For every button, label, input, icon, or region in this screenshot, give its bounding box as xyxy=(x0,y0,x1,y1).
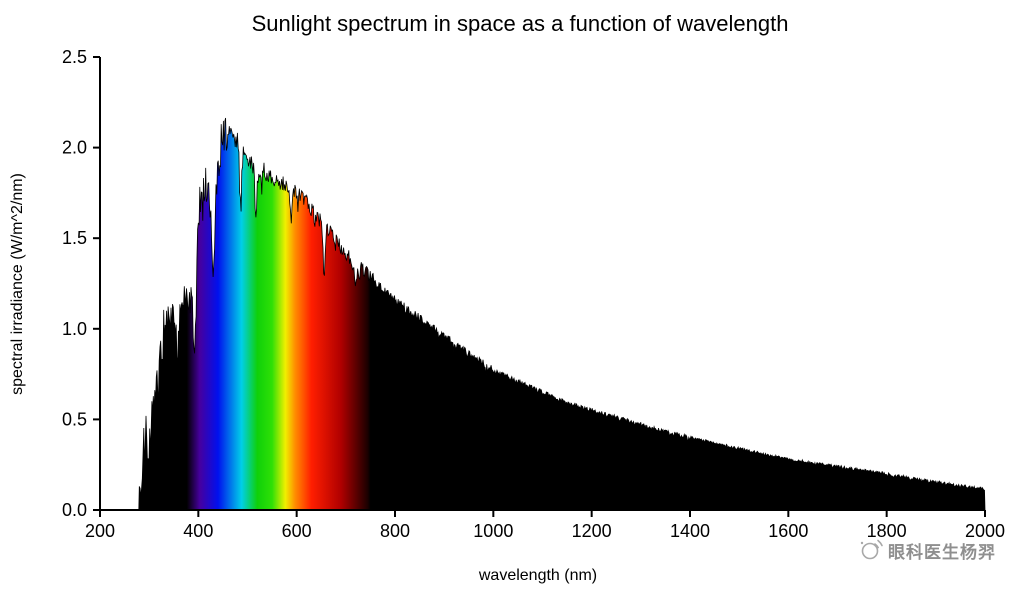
x-tick-label: 1800 xyxy=(867,521,907,541)
x-tick-label: 1200 xyxy=(572,521,612,541)
y-tick-label: 1.5 xyxy=(62,228,87,248)
y-tick-label: 0.0 xyxy=(62,500,87,520)
x-axis-label: wavelength (nm) xyxy=(478,567,597,584)
x-tick-label: 1600 xyxy=(768,521,808,541)
x-tick-label: 200 xyxy=(85,521,115,541)
y-tick-label: 0.5 xyxy=(62,409,87,429)
spectrum-area-series xyxy=(138,117,986,511)
x-tick-label: 1000 xyxy=(473,521,513,541)
x-tick-label: 400 xyxy=(183,521,213,541)
y-tick-label: 2.0 xyxy=(62,138,87,158)
y-tick-label: 2.5 xyxy=(62,47,87,67)
x-tick-label: 600 xyxy=(282,521,312,541)
y-axis-label: spectral irradiance (W/m^2/nm) xyxy=(9,173,26,395)
x-tick-label: 800 xyxy=(380,521,410,541)
chart-title: Sunlight spectrum in space as a function… xyxy=(252,11,789,36)
x-tick-label: 2000 xyxy=(965,521,1005,541)
watermark-logo-icon xyxy=(860,539,883,560)
y-tick-label: 1.0 xyxy=(62,319,87,339)
x-tick-label: 1400 xyxy=(670,521,710,541)
watermark-text: 眼科医生杨羿 xyxy=(888,542,996,562)
watermark: 眼科医生杨羿 xyxy=(858,537,996,563)
plot-area: 200 400 600 800 1000 1200 1400 1600 1800 2000 0.0 0… xyxy=(62,47,1005,541)
